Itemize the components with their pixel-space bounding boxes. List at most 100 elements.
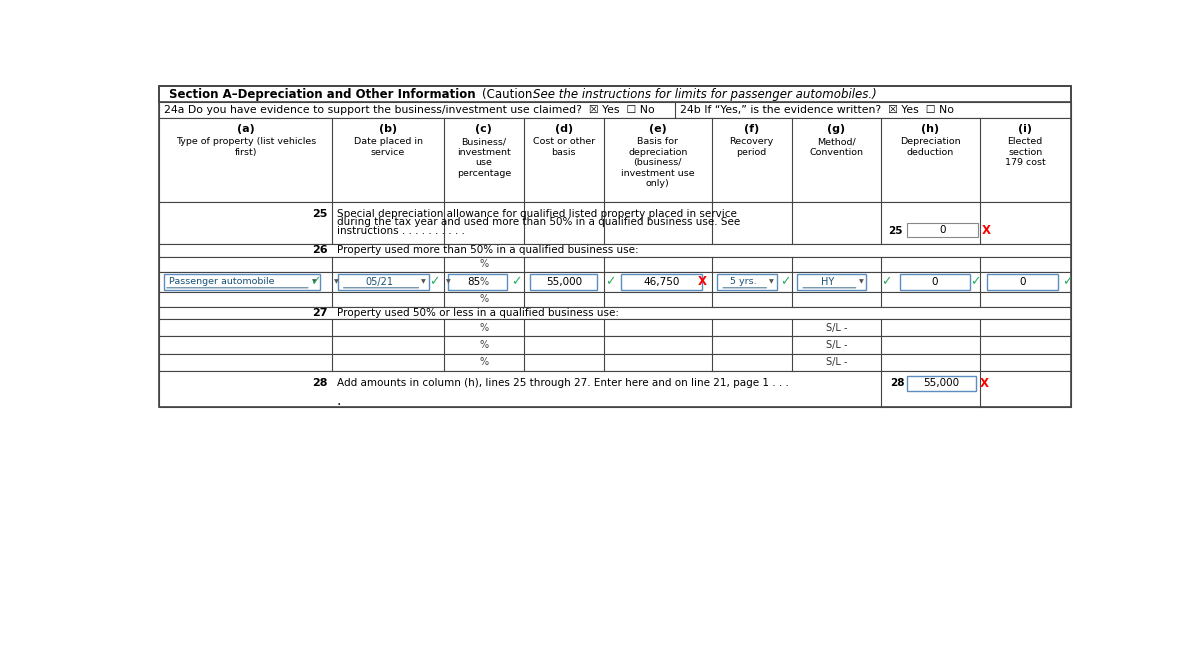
Bar (907, 376, 976, 391)
Text: ✓: ✓ (605, 276, 616, 288)
Bar (160, 245, 1070, 256)
Text: Type of property (list vehicles
first): Type of property (list vehicles first) (175, 137, 316, 157)
Text: Special depreciation allowance for qualified listed property placed in service: Special depreciation allowance for quali… (337, 209, 737, 219)
Text: 5 yrs.: 5 yrs. (730, 277, 757, 286)
Text: 25: 25 (312, 209, 328, 219)
Text: Method/
Convention: Method/ Convention (809, 137, 863, 157)
Text: instructions . . . . . . . . . .: instructions . . . . . . . . . . (337, 226, 464, 236)
Text: X: X (698, 276, 707, 288)
Text: (d): (d) (554, 124, 572, 134)
Text: during the tax year and used more than 50% in a qualified business use. See: during the tax year and used more than 5… (337, 217, 740, 228)
Text: 05/21: 05/21 (366, 277, 394, 287)
Text: (i): (i) (1018, 124, 1032, 134)
Text: (Caution:: (Caution: (482, 88, 540, 101)
Text: ✓: ✓ (430, 276, 440, 288)
Bar (900, 274, 971, 290)
Bar (160, 354, 1070, 371)
Text: Property used more than 50% in a qualified business use:: Property used more than 50% in a qualifi… (337, 245, 638, 255)
Bar (160, 256, 1070, 272)
Bar (718, 274, 776, 290)
Bar (160, 118, 1070, 203)
Text: ▼: ▼ (769, 279, 774, 284)
Text: S/L -: S/L - (826, 357, 847, 367)
Text: ✓: ✓ (311, 276, 320, 288)
Text: (a): (a) (236, 124, 254, 134)
Text: ▼: ▼ (312, 279, 317, 284)
Text: %: % (479, 323, 488, 333)
Text: 28: 28 (890, 378, 905, 388)
Text: (e): (e) (649, 124, 667, 134)
Text: Cost or other
basis: Cost or other basis (533, 137, 595, 157)
Text: (h): (h) (922, 124, 940, 134)
Text: X: X (979, 377, 989, 390)
Text: 24b If “Yes,” is the evidence written?  ☒ Yes  ☐ No: 24b If “Yes,” is the evidence written? ☒… (680, 106, 954, 115)
Bar (907, 223, 978, 237)
Text: See the instructions for limits for passenger automobiles.): See the instructions for limits for pass… (533, 88, 877, 101)
Bar (160, 203, 1070, 245)
Text: %: % (479, 357, 488, 367)
Text: 0: 0 (1019, 277, 1026, 287)
Text: Business/
investment
use
percentage: Business/ investment use percentage (457, 137, 511, 178)
Text: ▼: ▼ (858, 279, 863, 284)
Bar (979, 371, 1070, 407)
Bar (160, 292, 1070, 307)
Text: Add amounts in column (h), lines 25 through 27. Enter here and on line 21, page : Add amounts in column (h), lines 25 thro… (337, 378, 788, 388)
Bar (338, 274, 430, 290)
Text: ✓: ✓ (971, 276, 982, 288)
Text: 26: 26 (312, 245, 328, 255)
Text: 27: 27 (312, 308, 328, 318)
Text: (f): (f) (744, 124, 760, 134)
Text: Basis for
depreciation
(business/
investment use
only): Basis for depreciation (business/ invest… (620, 137, 695, 188)
Text: 85: 85 (467, 277, 480, 287)
Text: 55,000: 55,000 (923, 379, 960, 388)
Text: %: % (479, 259, 488, 269)
Text: HY: HY (821, 277, 834, 287)
Text: Passenger automobile: Passenger automobile (168, 277, 274, 286)
Text: ✓: ✓ (881, 276, 892, 288)
Text: (c): (c) (475, 124, 492, 134)
Text: Depreciation
deduction: Depreciation deduction (900, 137, 960, 157)
Bar (160, 307, 1070, 319)
Text: 55,000: 55,000 (546, 277, 582, 287)
Bar (160, 102, 1070, 118)
Bar (979, 354, 1070, 371)
Text: 28: 28 (312, 378, 328, 388)
Text: Date placed in
service: Date placed in service (354, 137, 422, 157)
Text: S/L -: S/L - (826, 340, 847, 350)
Text: .: . (337, 394, 341, 408)
Bar (448, 274, 508, 290)
Bar (160, 337, 1070, 354)
Bar (530, 274, 598, 290)
Text: ▼: ▼ (421, 279, 426, 284)
Text: ▼: ▼ (446, 279, 451, 284)
Text: ▼: ▼ (334, 279, 338, 284)
Text: ✓: ✓ (511, 276, 522, 288)
Bar (979, 319, 1070, 337)
Text: X: X (982, 224, 990, 237)
Bar (164, 274, 320, 290)
Text: Section A–Depreciation and Other Information: Section A–Depreciation and Other Informa… (169, 88, 480, 101)
Bar (620, 274, 702, 290)
Text: %: % (479, 295, 488, 304)
Bar (979, 337, 1070, 354)
Bar (979, 118, 1070, 203)
Text: %: % (479, 277, 488, 287)
Text: Recovery
period: Recovery period (730, 137, 774, 157)
Text: %: % (479, 340, 488, 350)
Bar (160, 319, 1070, 337)
Bar (797, 274, 866, 290)
Text: ✓: ✓ (1062, 276, 1073, 288)
Text: ✓: ✓ (780, 276, 791, 288)
Text: 25: 25 (888, 226, 902, 236)
Bar (160, 87, 1070, 407)
Text: 0: 0 (931, 277, 938, 287)
Text: S/L -: S/L - (826, 323, 847, 333)
Bar (160, 371, 1070, 407)
Text: 46,750: 46,750 (643, 277, 679, 287)
Text: 24a Do you have evidence to support the business/investment use claimed?  ☒ Yes : 24a Do you have evidence to support the … (164, 105, 655, 115)
Text: (g): (g) (827, 124, 846, 134)
Bar (160, 272, 1070, 292)
Text: Elected
section
179 cost: Elected section 179 cost (1004, 137, 1045, 167)
Text: (b): (b) (379, 124, 397, 134)
Bar (979, 203, 1070, 245)
